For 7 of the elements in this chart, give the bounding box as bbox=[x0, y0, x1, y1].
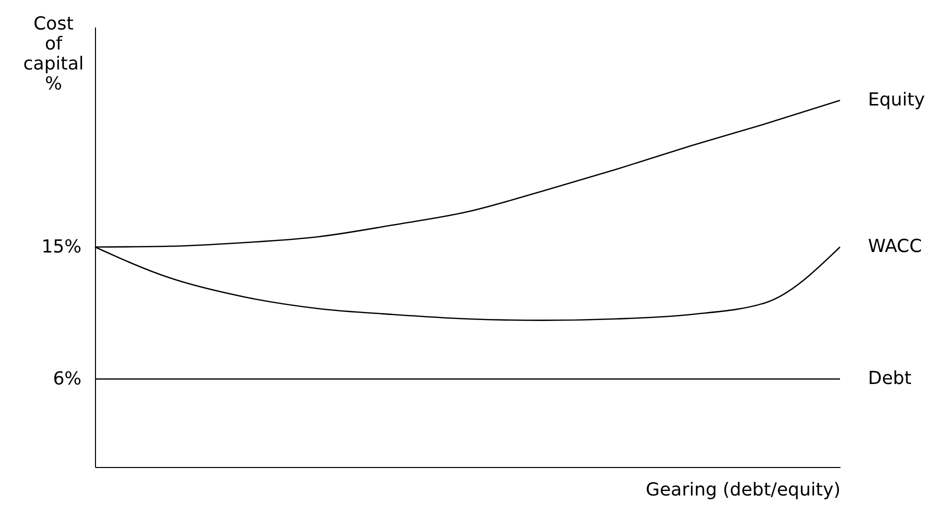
y-tick-label: 15% bbox=[41, 236, 82, 258]
y-axis-title: Cost of capital % bbox=[23, 14, 84, 94]
y-tick-label: 6% bbox=[52, 368, 82, 390]
series-label: Equity bbox=[868, 89, 926, 110]
series-label: Debt bbox=[868, 368, 912, 389]
x-axis-title: Gearing (debt/equity) bbox=[646, 480, 840, 500]
series-label: WACC bbox=[868, 236, 922, 257]
